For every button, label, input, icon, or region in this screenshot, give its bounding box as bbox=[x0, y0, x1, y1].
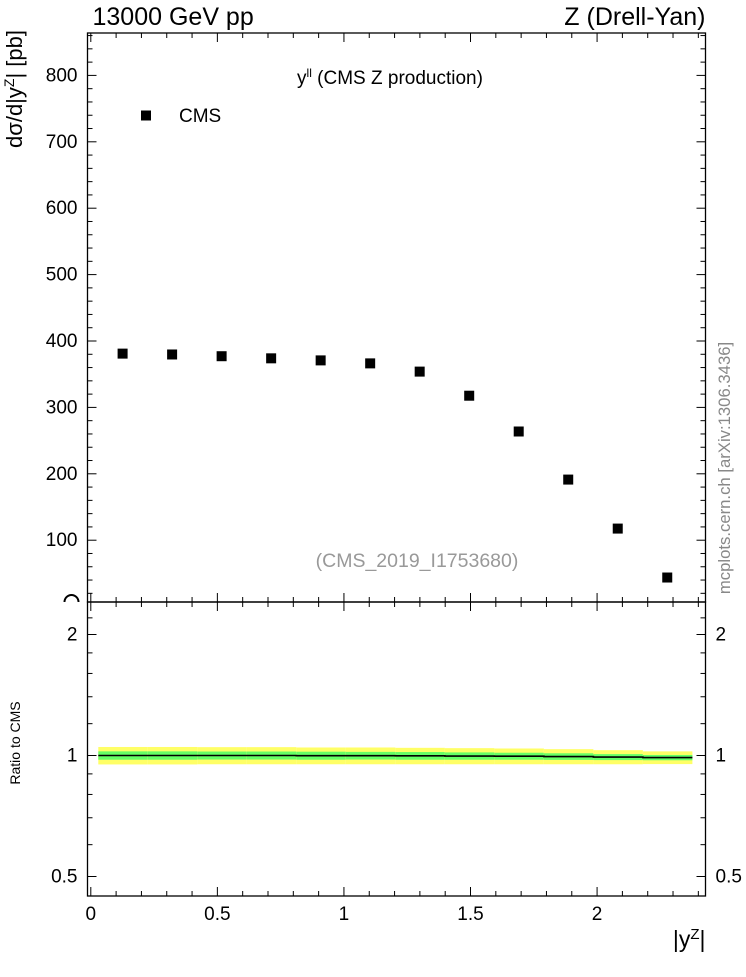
svg-text:13000 GeV pp: 13000 GeV pp bbox=[93, 3, 254, 31]
svg-text:|yZ|: |yZ| bbox=[673, 926, 706, 953]
svg-text:200: 200 bbox=[46, 464, 78, 485]
svg-text:400: 400 bbox=[46, 331, 78, 352]
svg-text:yll (CMS Z production): yll (CMS Z production) bbox=[297, 66, 483, 89]
svg-text:0: 0 bbox=[86, 904, 97, 925]
svg-text:2: 2 bbox=[716, 625, 727, 646]
svg-text:Z (Drell-Yan): Z (Drell-Yan) bbox=[564, 3, 705, 31]
svg-text:(CMS_2019_I1753680): (CMS_2019_I1753680) bbox=[316, 550, 519, 572]
svg-text:100: 100 bbox=[46, 530, 78, 551]
svg-text:600: 600 bbox=[46, 198, 78, 219]
svg-text:1: 1 bbox=[716, 746, 727, 767]
svg-text:2: 2 bbox=[67, 625, 78, 646]
svg-text:Ratio to CMS: Ratio to CMS bbox=[7, 701, 23, 784]
svg-text:CMS: CMS bbox=[179, 106, 221, 127]
svg-text:2: 2 bbox=[592, 904, 603, 925]
svg-text:700: 700 bbox=[46, 132, 78, 153]
svg-text:0.5: 0.5 bbox=[204, 904, 230, 925]
svg-text:mcplots.cern.ch [arXiv:1306.34: mcplots.cern.ch [arXiv:1306.3436] bbox=[715, 342, 734, 594]
svg-text:0.5: 0.5 bbox=[51, 867, 77, 888]
svg-text:0.5: 0.5 bbox=[716, 867, 742, 888]
svg-text:1.5: 1.5 bbox=[457, 904, 483, 925]
svg-text:1: 1 bbox=[339, 904, 350, 925]
svg-text:300: 300 bbox=[46, 397, 78, 418]
svg-text:1: 1 bbox=[67, 746, 78, 767]
svg-text:dσ/d|yZ| [pb]: dσ/d|yZ| [pb] bbox=[1, 30, 27, 148]
svg-text:800: 800 bbox=[46, 65, 78, 86]
svg-text:500: 500 bbox=[46, 265, 78, 286]
